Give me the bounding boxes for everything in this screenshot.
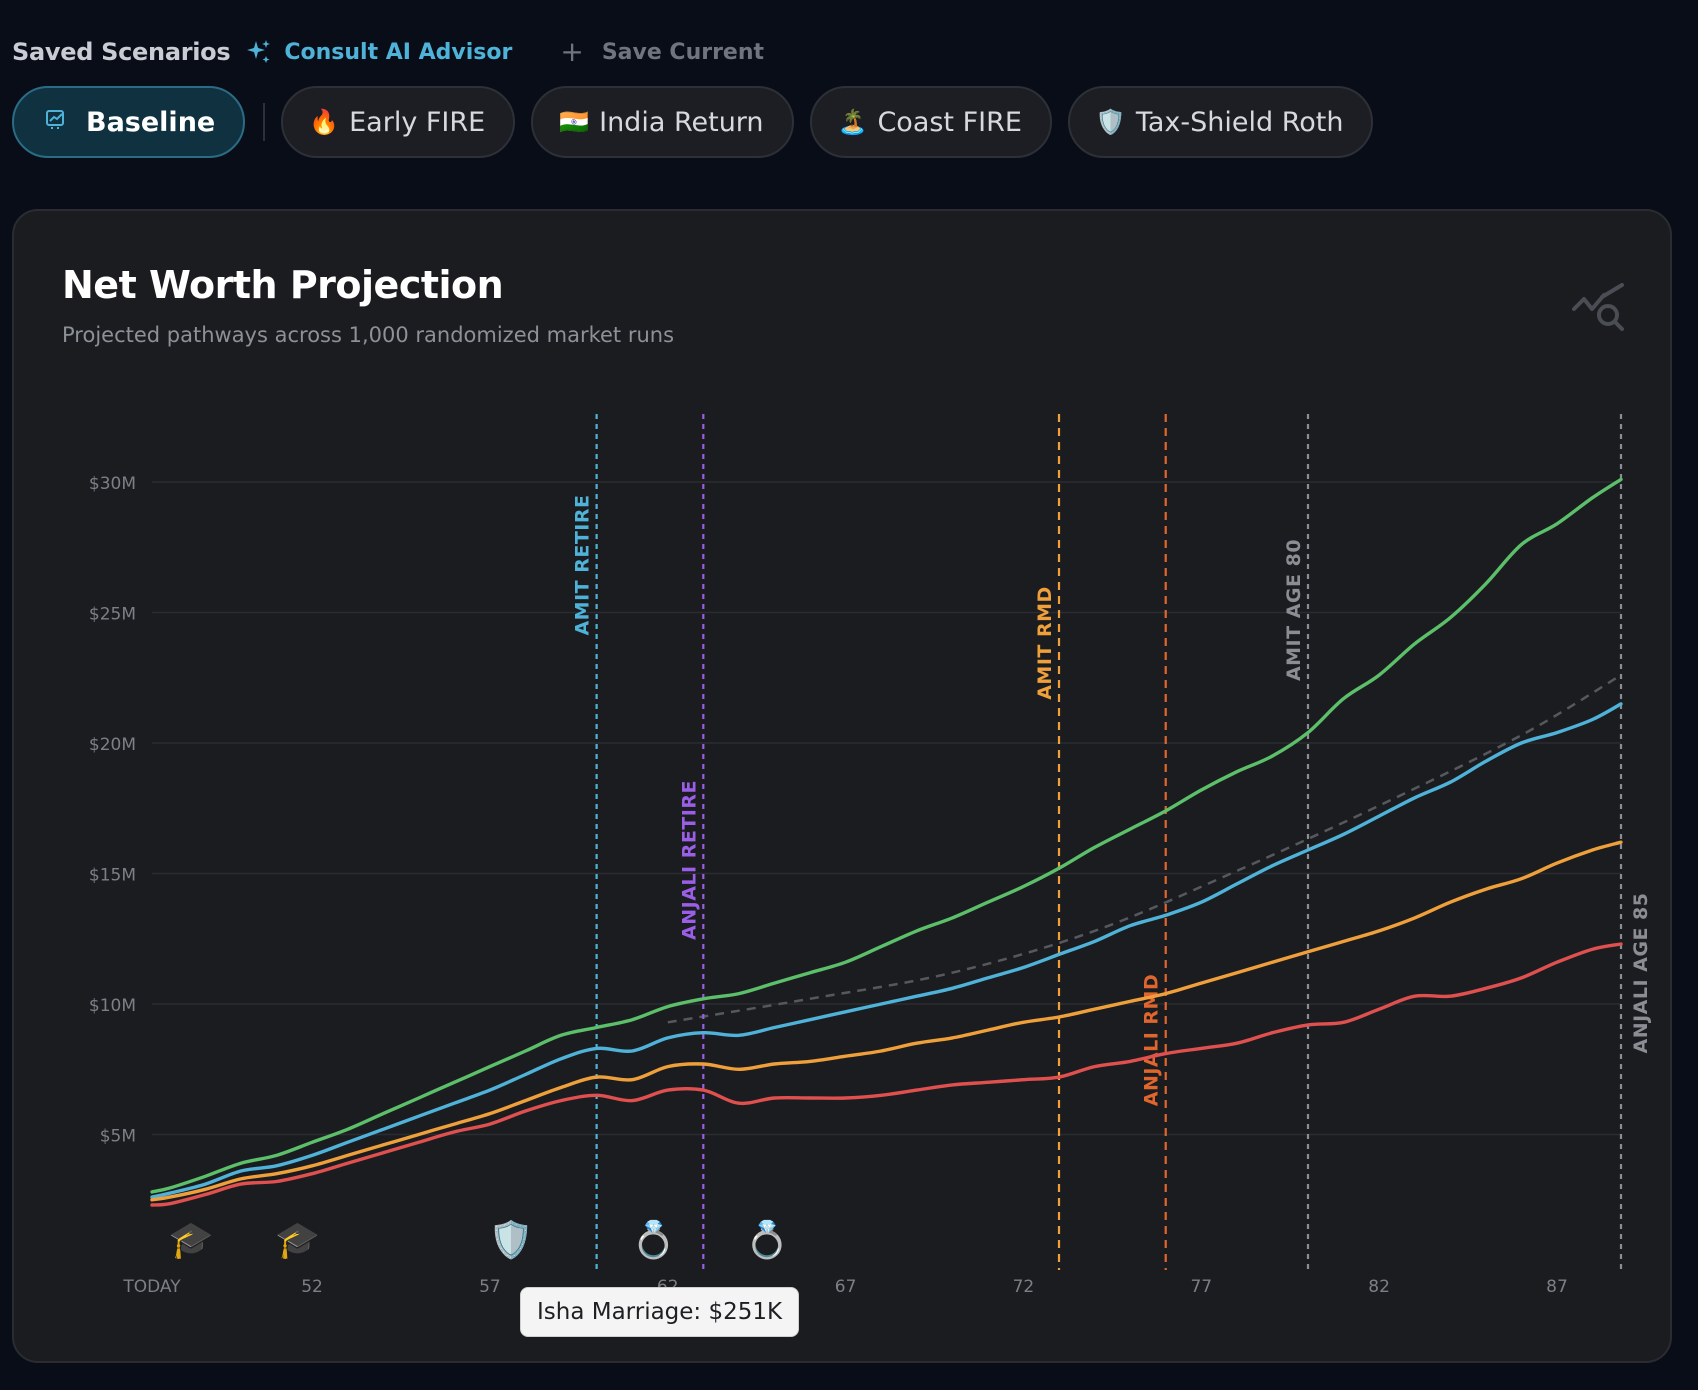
graduation-icon: 🎓 bbox=[275, 1220, 320, 1261]
series-line bbox=[150, 702, 1623, 1199]
y-tick-label: $15M bbox=[89, 866, 136, 886]
event-label: AMIT RMD bbox=[1034, 586, 1056, 700]
x-tick-label: 77 bbox=[1190, 1277, 1212, 1297]
event-label: AMIT AGE 80 bbox=[1283, 539, 1305, 681]
event-label: AMIT RETIRE bbox=[572, 494, 594, 635]
chart-subtitle: Projected pathways across 1,000 randomiz… bbox=[62, 323, 675, 347]
x-tick-label: TODAY bbox=[122, 1277, 181, 1297]
scenario-chip-early-fire[interactable]: 🔥 Early FIRE bbox=[281, 86, 516, 158]
ring-icon: 💍 bbox=[745, 1219, 790, 1261]
india-flag-icon: 🇮🇳 bbox=[559, 108, 590, 136]
scenario-chip-label: Tax-Shield Roth bbox=[1135, 106, 1344, 138]
fire-icon: 🔥 bbox=[309, 108, 340, 136]
chart-title: Net Worth Projection bbox=[62, 263, 504, 307]
consult-ai-advisor-label: Consult AI Advisor bbox=[284, 39, 513, 65]
scenario-toolbar: Saved Scenarios Consult AI Advisor + Sav… bbox=[12, 34, 764, 70]
x-tick-label: 52 bbox=[301, 1277, 323, 1297]
island-icon: 🏝️ bbox=[837, 108, 868, 136]
series-line bbox=[150, 840, 1623, 1202]
event-tooltip: Isha Marriage: $251K bbox=[520, 1287, 800, 1337]
chart-search-icon[interactable] bbox=[1572, 283, 1628, 337]
y-tick-label: $5M bbox=[100, 1127, 136, 1147]
shield-icon: 🛡️ bbox=[1095, 108, 1126, 136]
shield-icon: 🛡️ bbox=[489, 1219, 534, 1261]
scenario-chip-tax-shield-roth[interactable]: 🛡️ Tax-Shield Roth bbox=[1067, 86, 1374, 158]
event-label: ANJALI AGE 85 bbox=[1630, 892, 1652, 1053]
scenario-chip-label: Coast FIRE bbox=[877, 106, 1022, 138]
save-current-button[interactable]: + Save Current bbox=[560, 38, 764, 66]
x-tick-label: 87 bbox=[1546, 1277, 1568, 1297]
ring-icon: 💍 bbox=[631, 1219, 676, 1261]
series-line bbox=[150, 477, 1623, 1194]
sparkle-icon bbox=[247, 40, 271, 63]
scenario-chip-label: India Return bbox=[599, 106, 764, 138]
projection-icon bbox=[44, 107, 68, 137]
event-label: ANJALI RMD bbox=[1141, 974, 1163, 1106]
series-line bbox=[150, 942, 1623, 1207]
scenario-chips: Baseline 🔥 Early FIRE 🇮🇳 India Return 🏝️… bbox=[12, 86, 1389, 158]
scenario-chip-label: Baseline bbox=[86, 106, 216, 138]
x-tick-label: 57 bbox=[479, 1277, 501, 1297]
x-tick-label: 72 bbox=[1013, 1277, 1035, 1297]
y-tick-label: $20M bbox=[89, 735, 136, 755]
x-tick-label: 82 bbox=[1368, 1277, 1390, 1297]
plus-icon: + bbox=[560, 35, 584, 68]
chip-divider bbox=[263, 103, 266, 141]
graduation-icon: 🎓 bbox=[169, 1220, 214, 1261]
save-current-label: Save Current bbox=[601, 39, 765, 65]
scenario-chip-india-return[interactable]: 🇮🇳 India Return bbox=[531, 86, 794, 158]
trend-line bbox=[667, 674, 1622, 1024]
scenario-chip-coast-fire[interactable]: 🏝️ Coast FIRE bbox=[809, 86, 1052, 158]
consult-ai-advisor-button[interactable]: Consult AI Advisor bbox=[246, 39, 512, 65]
scenario-chip-label: Early FIRE bbox=[349, 106, 486, 138]
x-tick-label: 67 bbox=[835, 1277, 857, 1297]
y-tick-label: $25M bbox=[89, 605, 136, 625]
saved-scenarios-title: Saved Scenarios bbox=[12, 38, 231, 66]
y-tick-label: $10M bbox=[89, 996, 136, 1016]
event-label: ANJALI RETIRE bbox=[678, 780, 700, 940]
y-tick-label: $30M bbox=[89, 474, 136, 494]
scenario-chip-baseline[interactable]: Baseline bbox=[12, 86, 246, 158]
